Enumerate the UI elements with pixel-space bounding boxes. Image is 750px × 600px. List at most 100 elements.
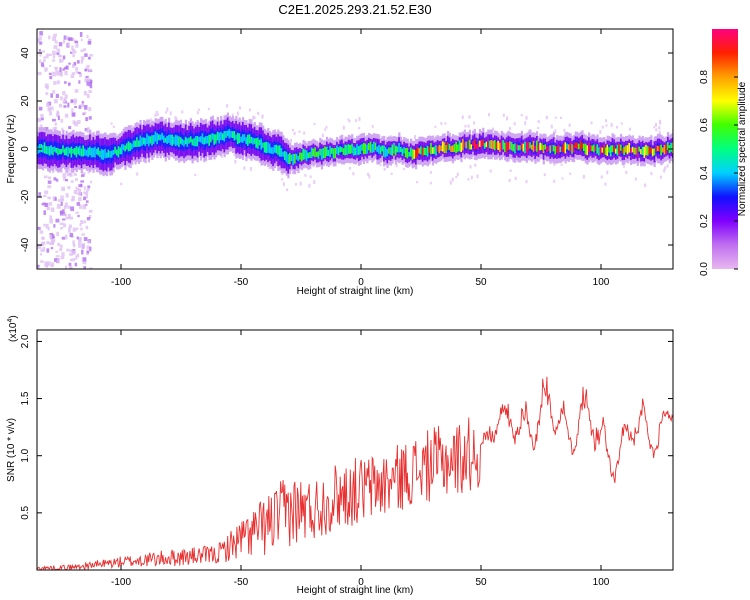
spectrogram-cell	[60, 96, 63, 101]
spectrogram-cell	[231, 131, 235, 138]
spectrogram-cell	[38, 192, 42, 197]
spectrogram-cell	[87, 185, 91, 189]
spectrogram-cell	[43, 223, 46, 227]
spectrogram-cell	[294, 153, 297, 164]
spectrogram-cell	[84, 191, 88, 195]
spectrogram-cell	[529, 142, 532, 149]
spectrogram-cell	[64, 113, 69, 118]
spectrogram-cell	[208, 134, 211, 146]
spectrogram-cell	[665, 144, 668, 154]
spectrogram-cell	[74, 98, 78, 102]
spectrogram-cell	[268, 165, 271, 170]
spectrogram-cell	[440, 122, 443, 125]
spectrogram-cell	[164, 137, 167, 143]
spectrogram-cell	[57, 242, 61, 247]
spectrogram-cell	[384, 147, 387, 158]
spectrogram-cell	[39, 31, 43, 36]
spectrogram-cell	[593, 144, 596, 153]
spectrogram-cell	[196, 136, 199, 147]
spectrogram-cell	[151, 135, 154, 146]
spectrogram-cell	[646, 146, 650, 156]
spectrogram-cell	[544, 144, 547, 150]
spectrogram-y-tick-label: -20	[20, 189, 31, 204]
spectrogram-cell	[87, 78, 91, 83]
spectrogram-cell	[65, 193, 69, 198]
spectrogram-cell	[81, 103, 84, 108]
snr-scale-label: (x104)	[7, 315, 19, 342]
spectrogram-cell	[535, 140, 539, 152]
spectrogram-cell	[52, 50, 56, 55]
spectrogram-cell	[62, 173, 67, 178]
colorbar: 0.0 0.2 0.4 0.6 0.8 Normalized spectral ampl…	[699, 29, 748, 276]
spectrogram-cell	[54, 122, 57, 126]
spectrogram-cell	[71, 250, 76, 255]
snr-y-tick-label: 1.0	[20, 448, 31, 462]
spectrogram-cell	[468, 139, 471, 150]
spectrogram-cell	[429, 181, 432, 185]
spectrogram-cell	[268, 143, 272, 154]
spectrogram-cell	[194, 136, 198, 147]
spectrogram-cell	[355, 119, 358, 123]
spectrogram-cell	[358, 127, 361, 130]
spectrogram-cell	[606, 170, 609, 175]
spectrogram-cell	[304, 174, 307, 177]
spectrogram-cell	[67, 213, 71, 219]
spectrogram-cell	[272, 147, 275, 154]
spectrogram-cell	[616, 144, 619, 156]
spectrogram-cell	[122, 144, 125, 151]
spectrogram-cell	[216, 131, 219, 141]
spectrogram-x-tick-label: 100	[593, 277, 610, 288]
spectrogram-cell	[446, 142, 450, 151]
spectrogram-cell	[401, 148, 404, 156]
spectrogram-cell	[512, 144, 515, 152]
spectrogram-cell	[75, 43, 79, 48]
spectrogram-cell	[194, 173, 197, 177]
spectrogram-cell	[139, 135, 142, 147]
spectrogram-cell	[608, 147, 611, 153]
spectrogram-cell	[476, 174, 479, 179]
spectrogram-cell	[348, 166, 351, 170]
spectrogram-cell	[196, 111, 199, 115]
spectrogram-cell	[582, 174, 585, 179]
spectrogram-cell	[312, 148, 315, 157]
spectrogram-cell	[38, 49, 41, 52]
spectrogram-cell	[605, 124, 608, 127]
spectrogram-cell	[258, 139, 261, 146]
spectrogram-cell	[50, 241, 55, 246]
spectrogram-cell	[440, 145, 443, 152]
spectrogram-cell	[433, 146, 436, 155]
spectrogram-cell	[626, 145, 629, 155]
spectrogram-cell	[509, 126, 512, 131]
spectrogram-cell	[112, 149, 115, 156]
spectrogram-cell	[69, 253, 73, 256]
spectrogram-cell	[367, 172, 370, 176]
spectrogram-cell	[263, 142, 266, 153]
spectrogram-cell	[421, 146, 424, 157]
spectrogram-cell	[532, 140, 535, 152]
spectrogram-cell	[443, 142, 446, 154]
spectrogram-cell	[614, 148, 618, 154]
spectrogram-cell	[286, 188, 289, 192]
spectrogram-cell	[62, 145, 65, 153]
spectrogram-cell	[76, 187, 80, 191]
spectrogram-cell	[362, 142, 366, 155]
spectrogram-cell	[389, 147, 392, 155]
spectrogram-cell	[68, 227, 71, 233]
spectrogram-cell	[156, 112, 159, 116]
spectrogram-cell	[524, 121, 527, 125]
spectrogram-cell	[622, 165, 625, 168]
spectrogram-cell	[586, 145, 589, 156]
spectrogram-cell	[299, 152, 302, 160]
spectrogram-cell	[664, 166, 667, 170]
spectrogram-cell	[436, 146, 440, 152]
spectrogram-cell	[146, 133, 149, 145]
spectrogram-cell	[599, 130, 602, 134]
spectrogram-cell	[39, 53, 42, 57]
spectrogram-cell	[80, 174, 85, 177]
spectrogram-cell	[319, 148, 322, 156]
spectrogram-cell	[423, 147, 426, 156]
spectrogram-cell	[379, 146, 382, 155]
spectrogram-cell	[79, 145, 82, 156]
spectrogram-cell	[465, 141, 468, 149]
spectrogram-cell	[415, 149, 418, 159]
